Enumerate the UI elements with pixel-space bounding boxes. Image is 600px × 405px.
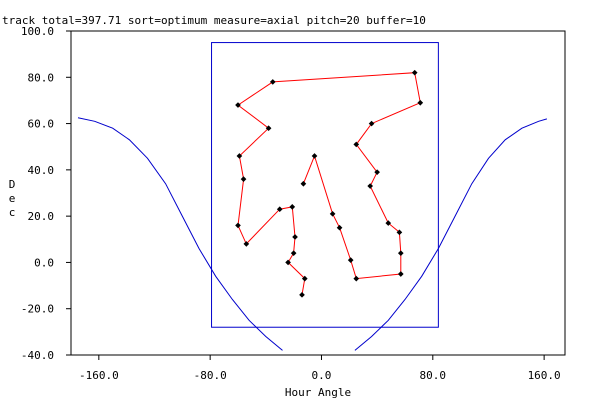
y-tick-label: 40.0 <box>28 164 55 177</box>
horizon-curve-right <box>354 118 548 351</box>
track-point <box>300 180 307 187</box>
track-point <box>397 271 404 277</box>
track-point <box>396 229 403 236</box>
track-point <box>353 275 360 282</box>
track-point <box>236 153 243 159</box>
track-point <box>290 250 297 256</box>
track-point <box>289 204 296 210</box>
track-point <box>311 153 318 159</box>
y-tick-label: -40.0 <box>21 349 54 362</box>
horizon-curve-left <box>77 117 283 351</box>
y-axis-label: Dec <box>9 178 16 219</box>
y-tick-label: 0.0 <box>34 256 54 269</box>
y-tick-label: -20.0 <box>21 303 54 316</box>
track-point <box>385 220 392 226</box>
chart-title: track total=397.71 sort=optimum measure=… <box>2 14 426 27</box>
track-point <box>347 257 354 263</box>
x-tick-label: 0.0 <box>312 369 332 382</box>
x-tick-label: -160.0 <box>79 369 119 382</box>
track-point <box>301 275 308 282</box>
track-point <box>367 183 374 189</box>
field-rectangle <box>211 42 439 328</box>
y-axis-label-char: D <box>9 178 16 191</box>
track-series <box>235 69 424 298</box>
track-point <box>368 120 375 127</box>
plot-frame <box>70 30 566 356</box>
track-point <box>285 259 291 266</box>
track-point <box>417 99 424 106</box>
track-point <box>292 234 298 240</box>
track-point <box>235 222 241 229</box>
x-tick-label: 160.0 <box>528 369 561 382</box>
track-point <box>329 211 336 217</box>
track-point <box>397 250 404 256</box>
y-tick-label: 60.0 <box>28 118 55 131</box>
x-tick-label: -80.0 <box>194 369 227 382</box>
y-tick-label: 20.0 <box>28 210 55 223</box>
x-axis-label: Hour Angle <box>285 386 351 399</box>
track-point <box>336 224 343 231</box>
track-line <box>237 72 421 295</box>
track-point <box>374 169 380 175</box>
y-tick-label: 100.0 <box>21 25 54 38</box>
track-point <box>353 141 360 148</box>
field-box <box>211 42 439 328</box>
y-axis-label-char: c <box>9 206 16 219</box>
track-point <box>269 79 276 85</box>
track-point <box>235 102 241 108</box>
track-point <box>411 69 418 76</box>
track-point <box>265 125 272 132</box>
y-axis-label-char: e <box>9 192 16 205</box>
ticks: -160.0 -80.0 0.0 80.0 160.0 -40.0 -20.0 0.0 20.0… <box>21 25 561 382</box>
track-point <box>299 292 305 298</box>
track-point <box>276 206 283 213</box>
y-tick-label: 80.0 <box>28 71 55 84</box>
horizon-curves <box>77 117 548 351</box>
track-point <box>243 241 250 247</box>
x-tick-label: 80.0 <box>420 369 447 382</box>
track-point <box>240 176 247 182</box>
